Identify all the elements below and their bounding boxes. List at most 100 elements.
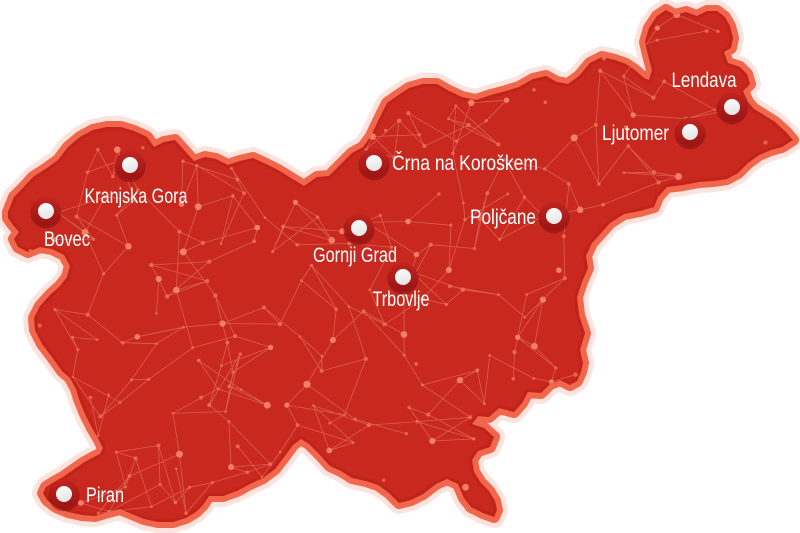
network-dot (525, 293, 529, 296)
city-label-lendava: Lendava (672, 69, 737, 92)
network-dot (219, 242, 223, 245)
network-dot (278, 450, 282, 454)
network-dot (503, 97, 510, 103)
city-label-kranjska-gora: Kranjska Gora (85, 185, 188, 208)
network-dot (191, 346, 195, 350)
network-dot (281, 224, 286, 229)
network-dot (512, 349, 517, 355)
network-dot (475, 368, 480, 373)
network-dot (451, 151, 455, 156)
network-dot (158, 482, 162, 486)
marker-dot (724, 99, 740, 115)
network-dot (622, 74, 626, 78)
city-marker-piran[interactable] (48, 479, 80, 512)
network-dot (415, 419, 419, 424)
network-dot (254, 224, 261, 231)
city-marker-crna-na-koroskem[interactable] (358, 148, 390, 181)
network-dot (149, 262, 154, 268)
network-dot (462, 483, 469, 491)
city-marker-bovec[interactable] (30, 196, 62, 229)
network-dot (298, 335, 302, 338)
network-dot (141, 146, 145, 150)
marker-dot (351, 220, 367, 236)
network-dot (51, 236, 57, 243)
city-marker-lendava[interactable] (716, 92, 748, 125)
network-dot (414, 361, 419, 366)
network-dot (576, 206, 584, 214)
network-dot (429, 437, 436, 445)
network-dot (485, 191, 490, 196)
marker-dot (122, 157, 138, 173)
network-dot (561, 234, 566, 239)
network-dot (328, 236, 335, 244)
network-dot (445, 266, 452, 273)
network-dot (573, 372, 578, 377)
network-dot (396, 118, 402, 123)
network-dot (134, 334, 141, 340)
network-dot (477, 216, 482, 221)
network-dot (390, 245, 394, 249)
city-label-ljutomer: Ljutomer (602, 122, 669, 145)
network-dot (570, 134, 578, 142)
network-dot (224, 410, 227, 413)
network-dot (120, 340, 125, 345)
network-dot (713, 108, 717, 112)
network-dot (85, 312, 90, 317)
marker-dot (682, 124, 698, 140)
network-dot (155, 311, 158, 315)
network-dot (76, 348, 80, 352)
network-dot (531, 342, 538, 350)
network-dot (179, 248, 187, 256)
network-dot (315, 215, 320, 219)
network-dot (292, 199, 298, 205)
network-dot (173, 286, 180, 294)
network-dot (107, 393, 111, 397)
network-dot (422, 144, 427, 149)
city-label-crna-na-koroskem: Črna na Koroškem (392, 152, 538, 175)
network-dot (413, 251, 420, 258)
network-dot (171, 412, 175, 415)
network-dot (96, 434, 100, 438)
network-dot (347, 305, 351, 308)
network-dot (651, 170, 657, 175)
network-dot (147, 377, 151, 381)
city-marker-kranjska-gora[interactable] (114, 150, 146, 183)
network-dot (127, 474, 132, 479)
network-dot (263, 401, 271, 409)
network-dot (407, 405, 411, 410)
network-dot (219, 320, 226, 327)
network-dot (426, 412, 431, 417)
city-marker-poljcane[interactable] (538, 201, 570, 234)
network-dot (402, 353, 406, 357)
network-dot (566, 181, 571, 186)
network-dot (233, 333, 238, 339)
network-dot (497, 237, 502, 242)
network-dot (37, 323, 42, 328)
city-marker-gornji-grad[interactable] (343, 213, 375, 246)
city-marker-trbovlje[interactable] (387, 262, 419, 295)
network-dot (601, 202, 606, 207)
city-label-poljcane: Poljčane (470, 206, 536, 229)
map-inner (8, 10, 793, 522)
network-dot (598, 68, 603, 73)
network-dot (651, 95, 656, 100)
city-label-trbovlje: Trbovlje (373, 288, 430, 311)
network-dot (449, 223, 453, 227)
network-dot (113, 146, 121, 154)
network-dot (96, 511, 100, 515)
network-dot (199, 395, 204, 400)
network-dot (210, 480, 214, 485)
network-dot (133, 456, 138, 461)
network-dot (124, 485, 127, 489)
network-dot (456, 376, 464, 384)
network-dot (447, 117, 450, 121)
network-dot (103, 194, 108, 199)
city-marker-ljutomer[interactable] (674, 117, 706, 150)
network-dot (320, 354, 324, 358)
network-dot (230, 167, 234, 170)
network-dot (467, 99, 475, 107)
network-dot (353, 417, 357, 421)
network-dot (543, 100, 548, 105)
network-dot (165, 294, 170, 299)
